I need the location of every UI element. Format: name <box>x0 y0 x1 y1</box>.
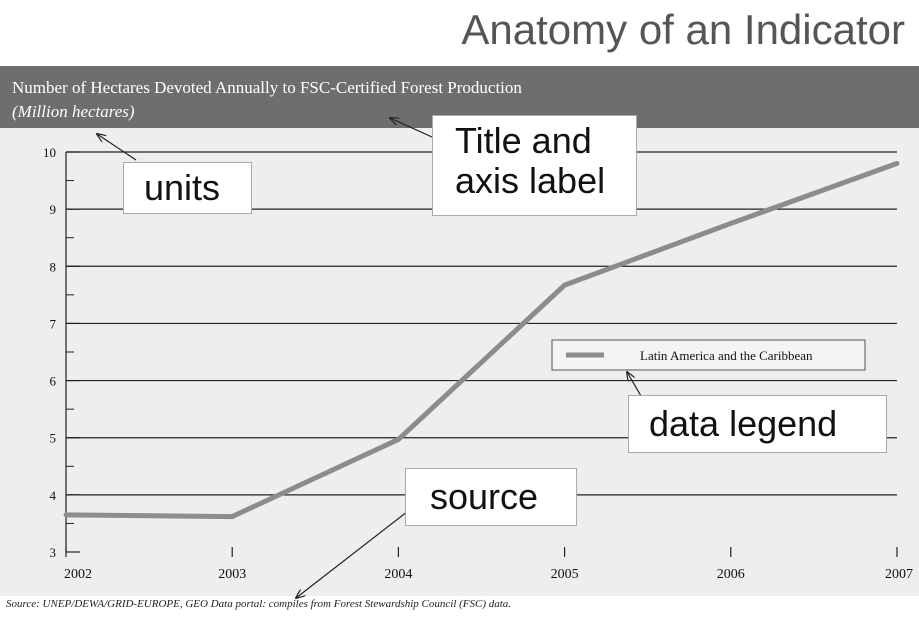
y-tick-label: 8 <box>50 259 57 274</box>
legend-label: Latin America and the Caribbean <box>640 348 813 363</box>
title-callout: Title and axis label <box>432 115 637 216</box>
source-callout: source <box>405 468 577 526</box>
y-tick-label: 4 <box>50 488 57 503</box>
axes: 3 4 5 6 7 8 9 10 2002 2003 2004 2005 2006 2007 <box>43 145 913 582</box>
x-tick-label: 2005 <box>551 567 579 582</box>
units-arrow <box>97 134 137 161</box>
series-layer <box>63 161 900 520</box>
y-tick-label: 10 <box>43 145 56 160</box>
y-tick-label: 9 <box>50 202 57 217</box>
title-arrow <box>390 118 433 138</box>
x-tick-label: 2006 <box>717 567 745 582</box>
data-point <box>396 437 401 442</box>
source-arrow <box>296 507 413 598</box>
series-line <box>65 161 898 520</box>
x-tick-label: 2002 <box>64 567 92 582</box>
data-point <box>229 514 235 519</box>
chart-title: Number of Hectares Devoted Annually to F… <box>12 78 522 97</box>
source-note: Source: UNEP/DEWA/GRID-EUROPE, GEO Data … <box>6 598 512 610</box>
source-callout-text: source <box>430 476 539 517</box>
legend-box <box>551 339 866 371</box>
x-tick-label: 2007 <box>885 567 913 582</box>
title-callout-line-1: Title and <box>455 120 592 161</box>
data-legend-callout-text: data legend <box>649 403 838 444</box>
data-point <box>562 282 567 288</box>
data-legend-callout: data legend <box>628 395 887 453</box>
y-tick-label: 3 <box>50 545 57 560</box>
data-point <box>63 512 69 518</box>
y-tick-label: 5 <box>50 431 57 446</box>
title-callout-line-2: axis label <box>455 160 606 201</box>
chart-units-label: (Million hectares) <box>12 102 135 121</box>
units-callout-text: units <box>144 167 221 208</box>
legend: Latin America and the Caribbean <box>551 339 866 371</box>
y-tick-label: 6 <box>50 374 57 389</box>
x-tick-label: 2004 <box>384 567 412 582</box>
y-tick-label: 7 <box>50 316 57 331</box>
units-callout: units <box>123 162 252 214</box>
data-point <box>728 221 734 226</box>
slide-title: Anatomy of an Indicator <box>461 6 905 53</box>
x-tick-label: 2003 <box>218 567 246 582</box>
data-point <box>894 161 900 166</box>
